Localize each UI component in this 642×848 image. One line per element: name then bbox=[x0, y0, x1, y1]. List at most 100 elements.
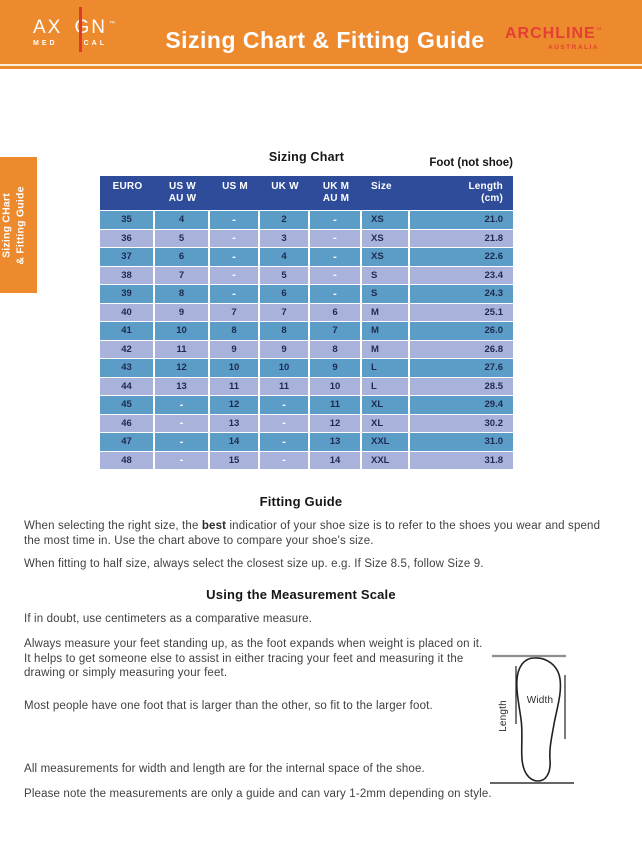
table-row: 48-15-14 XXL 31.8 bbox=[100, 450, 513, 470]
table-cell: 6 bbox=[310, 302, 362, 321]
table-cell: 9 bbox=[210, 339, 260, 358]
archline-wordmark: ARCHLINE bbox=[505, 25, 596, 42]
axign-wordmark: AX GN ™ bbox=[33, 17, 115, 38]
table-cell: 48 bbox=[100, 450, 155, 469]
table-cell: 12 bbox=[310, 413, 362, 432]
table-cell: 22.6 bbox=[410, 247, 513, 266]
table-cell: 28.5 bbox=[410, 376, 513, 396]
table-cell: 35 bbox=[100, 210, 155, 229]
axign-wordmark-right: GN bbox=[74, 17, 107, 38]
table-cell: - bbox=[155, 450, 210, 469]
column-header: UK W bbox=[271, 181, 299, 192]
table-cell: 10 bbox=[155, 321, 210, 340]
table-cell: 10 bbox=[260, 358, 310, 377]
table-cell: 31.8 bbox=[410, 450, 513, 470]
table-cell: 24.3 bbox=[410, 284, 513, 303]
header-bar: AX GN ™ MED CAL Sizing Chart & Fitting G… bbox=[0, 0, 642, 64]
axign-logo: AX GN ™ MED CAL bbox=[33, 7, 115, 52]
table-cell: - bbox=[310, 228, 362, 247]
axign-red-stroke-icon bbox=[79, 7, 82, 52]
table-cell: 21.0 bbox=[410, 210, 513, 229]
table-cell: 23.4 bbox=[410, 265, 513, 285]
trademark-symbol: ™ bbox=[595, 27, 602, 34]
table-cell: - bbox=[155, 413, 210, 432]
table-cell: 44 bbox=[100, 376, 155, 395]
table-cell: 38 bbox=[100, 265, 155, 284]
table-row: 37 6-4- XS 22.6 bbox=[100, 247, 513, 266]
table-cell: 26.8 bbox=[410, 339, 513, 359]
table-cell: 2 bbox=[260, 210, 310, 229]
table-cell: 4 bbox=[155, 210, 210, 229]
table-row: 42 11 9 9 8 M 26.8 bbox=[100, 339, 513, 359]
table-cell: 37 bbox=[100, 247, 155, 266]
table-cell: 7 bbox=[210, 302, 260, 321]
foot-diagram bbox=[490, 654, 574, 784]
table-cell: - bbox=[210, 228, 260, 247]
table-cell: 3 bbox=[260, 228, 310, 247]
page-title: Sizing Chart & Fitting Guide bbox=[165, 27, 485, 53]
table-cell: 15 bbox=[210, 450, 260, 469]
header-divider-line bbox=[0, 66, 642, 69]
table-cell: 25.1 bbox=[410, 302, 513, 322]
table-cell: 13 bbox=[155, 376, 210, 395]
table-row: 47-14-13 XXL 31.0 bbox=[100, 432, 513, 451]
table-cell: 13 bbox=[310, 432, 362, 451]
measurement-paragraph-2: Always measure your feet standing up, as… bbox=[24, 638, 483, 679]
table-cell: 11 bbox=[310, 395, 362, 414]
table-cell: L bbox=[362, 358, 410, 377]
table-cell: 7 bbox=[260, 302, 310, 321]
table-cell: 9 bbox=[310, 358, 362, 377]
table-row: 41 10 8 8 7 M 26.0 bbox=[100, 321, 513, 340]
table-cell: 10 bbox=[210, 358, 260, 377]
table-cell: 36 bbox=[100, 228, 155, 247]
paragraph-text: When selecting the right size, the bbox=[24, 520, 202, 532]
table-cell: L bbox=[362, 376, 410, 395]
measurement-scale-heading: Using the Measurement Scale bbox=[206, 587, 396, 602]
trademark-symbol: ™ bbox=[109, 21, 115, 27]
table-cell: 40 bbox=[100, 302, 155, 321]
axign-medical-left: MED bbox=[33, 40, 58, 47]
table-cell: M bbox=[362, 339, 410, 358]
axign-medical-label: MED CAL bbox=[33, 40, 107, 47]
sizing-table: EURO US W AU W US M UK W UK M AU M Size Length (c… bbox=[100, 176, 513, 469]
table-cell: 5 bbox=[260, 265, 310, 284]
paragraph-text: indicatior of your shoe size is to refer… bbox=[24, 520, 601, 547]
table-cell: 14 bbox=[310, 450, 362, 469]
table-cell: 46 bbox=[100, 413, 155, 432]
table-cell: 12 bbox=[210, 395, 260, 414]
table-cell: 4 bbox=[260, 247, 310, 266]
width-label: Width bbox=[526, 695, 554, 706]
table-row: 46-13-12 XL 30.2 bbox=[100, 413, 513, 433]
table-cell: - bbox=[310, 284, 362, 303]
table-cell: - bbox=[210, 247, 260, 266]
table-row: 36 5-3- XS 21.8 bbox=[100, 228, 513, 247]
table-cell: 7 bbox=[155, 265, 210, 284]
table-cell: 14 bbox=[210, 432, 260, 451]
column-header: UK M AU M bbox=[322, 181, 350, 204]
table-cell: - bbox=[210, 210, 260, 229]
length-label: Length bbox=[498, 700, 509, 732]
fitting-guide-heading: Fitting Guide bbox=[259, 494, 343, 509]
table-cell: 8 bbox=[310, 339, 362, 358]
table-cell: M bbox=[362, 321, 410, 340]
table-cell: 11 bbox=[155, 339, 210, 358]
table-cell: 31.0 bbox=[410, 432, 513, 451]
table-cell: - bbox=[155, 432, 210, 451]
table-row: 40 9 7 7 6 M 25.1 bbox=[100, 302, 513, 322]
axign-wordmark-left: AX bbox=[33, 17, 63, 38]
sizing-chart-title: Sizing Chart bbox=[268, 150, 345, 164]
table-row: 43 12 10 10 9 L 27.6 bbox=[100, 358, 513, 377]
table-cell: - bbox=[310, 247, 362, 266]
table-cell: 29.4 bbox=[410, 395, 513, 414]
table-body: 35 4-2- XS 21.0 36 5-3- XS 21.8 37 6-4- XS 22.6 38 7-… bbox=[100, 210, 513, 469]
side-tab-label: Sizing CHart & Fitting Guide bbox=[0, 157, 37, 293]
table-cell: S bbox=[362, 265, 410, 284]
table-cell: 30.2 bbox=[410, 413, 513, 433]
table-cell: 12 bbox=[155, 358, 210, 377]
table-cell: 43 bbox=[100, 358, 155, 377]
table-cell: XS bbox=[362, 247, 410, 266]
table-cell: 39 bbox=[100, 284, 155, 303]
archline-logo: ARCHLINE™ AUSTRALIA bbox=[505, 25, 605, 51]
archline-australia-label: AUSTRALIA bbox=[547, 44, 599, 51]
table-cell: 6 bbox=[155, 247, 210, 266]
